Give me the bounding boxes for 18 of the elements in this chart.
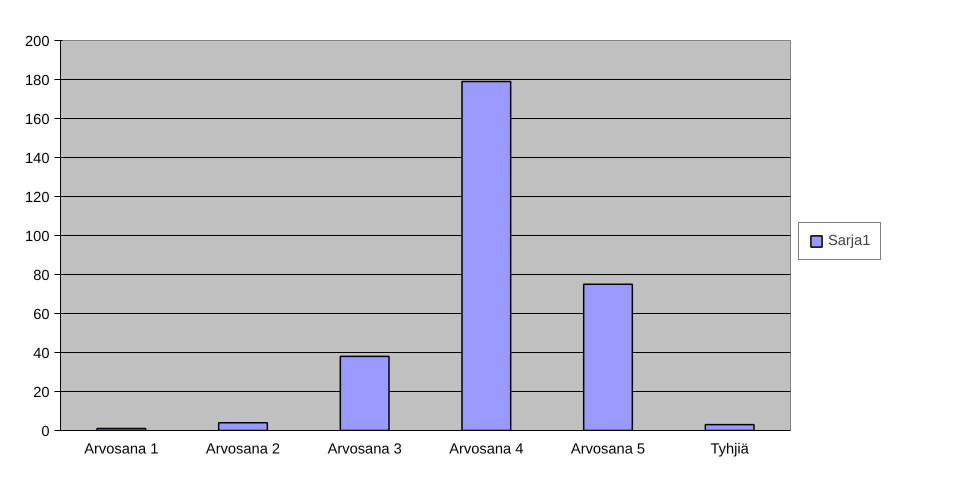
y-tick-label: 180 — [25, 73, 50, 89]
y-tick-label: 20 — [33, 385, 50, 401]
x-tick-label: Tyhjiä — [710, 442, 750, 458]
x-tick-label: Arvosana 4 — [449, 442, 524, 458]
x-tick-label: Arvosana 1 — [84, 442, 158, 458]
y-tick-label: 200 — [25, 34, 50, 50]
x-tick-label: Arvosana 5 — [570, 442, 646, 458]
y-tick-label: 80 — [33, 268, 50, 284]
x-tick-label: Arvosana 2 — [206, 442, 280, 458]
y-tick-label: 40 — [33, 346, 50, 362]
y-tick-label: 160 — [25, 112, 50, 128]
y-tick-label: 100 — [25, 229, 50, 245]
y-tick-label: 0 — [41, 424, 50, 440]
legend-label: Sarja1 — [828, 233, 870, 249]
x-tick-label: Arvosana 3 — [328, 442, 402, 458]
y-tick-label: 140 — [25, 151, 50, 167]
y-tick-label: 120 — [25, 190, 50, 206]
y-tick-label: 60 — [33, 307, 50, 323]
